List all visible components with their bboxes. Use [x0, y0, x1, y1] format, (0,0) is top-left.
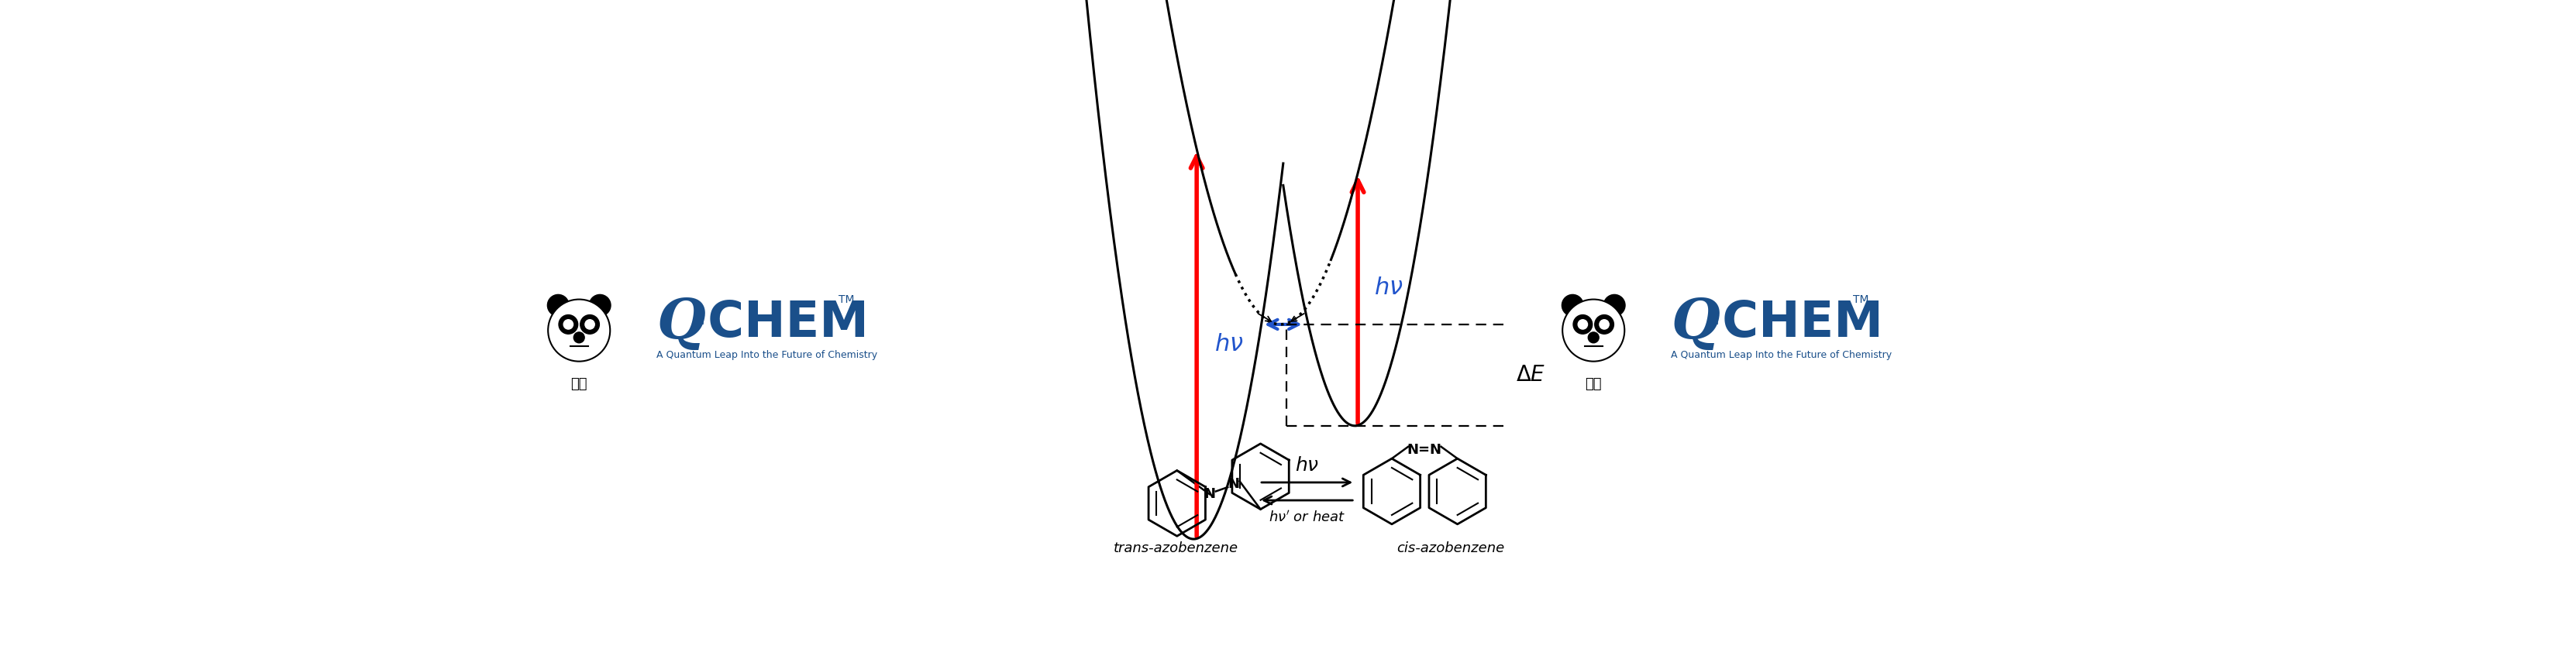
- Text: A Quantum Leap Into the Future of Chemistry: A Quantum Leap Into the Future of Chemis…: [1672, 350, 1891, 360]
- Text: N: N: [1229, 478, 1239, 492]
- Circle shape: [1600, 320, 1610, 329]
- Circle shape: [564, 320, 572, 329]
- Text: $h\nu$: $h\nu$: [1296, 456, 1319, 475]
- Text: 上号: 上号: [1584, 377, 1602, 391]
- Text: $h\nu$: $h\nu$: [1213, 332, 1244, 355]
- Text: TM: TM: [1852, 294, 1870, 305]
- Text: $h\nu'$ or heat: $h\nu'$ or heat: [1267, 509, 1345, 524]
- Text: ·CHEM: ·CHEM: [1703, 299, 1883, 347]
- Text: Q: Q: [657, 296, 706, 351]
- Text: Q: Q: [1672, 296, 1721, 351]
- Text: ·CHEM: ·CHEM: [690, 299, 868, 347]
- Circle shape: [1589, 332, 1600, 343]
- Text: TM: TM: [840, 294, 855, 305]
- Text: N: N: [1203, 488, 1216, 501]
- Text: trans-azobenzene: trans-azobenzene: [1113, 541, 1239, 555]
- Circle shape: [580, 315, 600, 334]
- Text: $h\nu$: $h\nu$: [1373, 276, 1404, 298]
- Text: cis-azobenzene: cis-azobenzene: [1396, 541, 1504, 555]
- Circle shape: [549, 299, 611, 362]
- Circle shape: [1605, 294, 1625, 316]
- Circle shape: [1561, 294, 1584, 316]
- Circle shape: [1564, 299, 1625, 362]
- Circle shape: [590, 294, 611, 316]
- Circle shape: [549, 294, 569, 316]
- Text: A Quantum Leap Into the Future of Chemistry: A Quantum Leap Into the Future of Chemis…: [657, 350, 878, 360]
- Circle shape: [1595, 315, 1613, 334]
- Text: N=N: N=N: [1406, 443, 1443, 457]
- Circle shape: [585, 320, 595, 329]
- Circle shape: [1574, 315, 1592, 334]
- Circle shape: [559, 315, 577, 334]
- Text: $\Delta E$: $\Delta E$: [1515, 364, 1546, 386]
- Circle shape: [1579, 320, 1587, 329]
- Circle shape: [574, 332, 585, 343]
- Text: 上号: 上号: [572, 377, 587, 391]
